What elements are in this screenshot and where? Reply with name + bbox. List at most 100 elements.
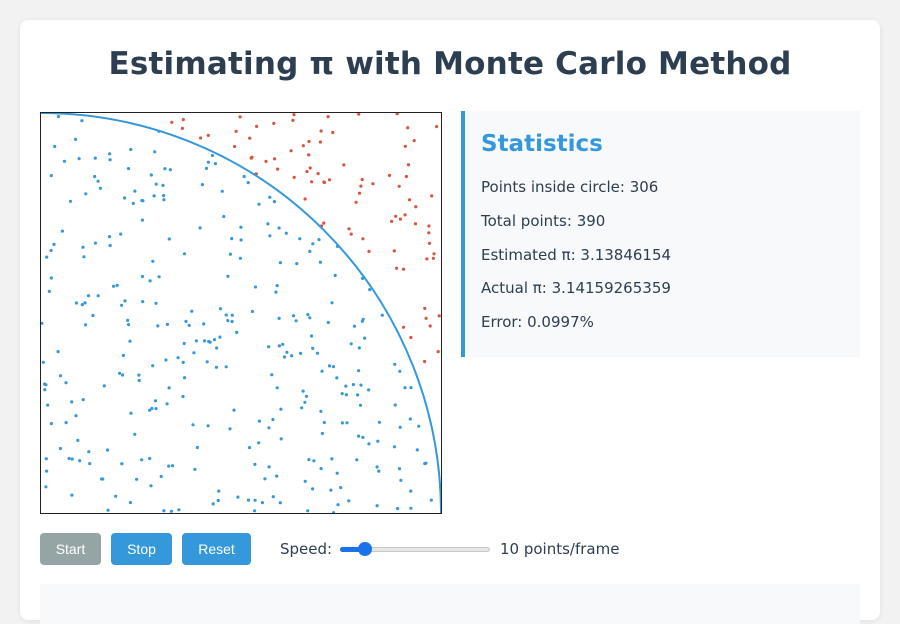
point-outside — [412, 139, 416, 143]
point-inside — [123, 299, 127, 303]
point-inside — [339, 486, 343, 490]
point-inside — [275, 474, 279, 478]
point-inside — [121, 373, 125, 377]
point-inside — [202, 322, 206, 326]
point-inside — [250, 309, 255, 314]
point-inside — [93, 174, 97, 179]
point-inside — [58, 446, 63, 451]
point-inside — [335, 471, 339, 475]
point-inside — [329, 488, 333, 492]
point-inside — [70, 493, 74, 497]
point-inside — [107, 235, 112, 239]
point-inside — [177, 508, 181, 512]
point-outside — [206, 133, 210, 137]
point-outside — [354, 200, 358, 204]
point-inside — [156, 324, 160, 328]
point-outside — [428, 324, 432, 328]
point-inside — [429, 498, 433, 502]
point-inside — [108, 158, 112, 162]
point-inside — [148, 408, 152, 412]
point-outside — [303, 197, 307, 201]
point-inside — [190, 309, 194, 313]
point-inside — [182, 341, 186, 346]
point-inside — [133, 189, 137, 193]
point-inside — [163, 167, 167, 171]
point-inside — [320, 369, 324, 373]
point-inside — [409, 489, 413, 493]
point-outside — [404, 174, 408, 179]
point-inside — [380, 313, 384, 317]
point-inside — [49, 174, 53, 178]
point-inside — [210, 153, 214, 158]
speed-slider[interactable] — [340, 541, 490, 557]
point-inside — [91, 313, 95, 318]
point-inside — [205, 360, 209, 364]
point-inside — [161, 183, 165, 187]
point-outside — [413, 222, 418, 226]
point-outside — [397, 184, 401, 188]
point-inside — [181, 360, 185, 364]
point-inside — [235, 330, 239, 334]
point-inside — [367, 388, 371, 392]
point-inside — [304, 394, 309, 398]
point-inside — [345, 421, 349, 425]
point-inside — [357, 434, 361, 438]
point-outside — [316, 172, 320, 176]
point-outside — [292, 113, 296, 117]
point-inside — [86, 294, 91, 298]
point-inside — [162, 509, 166, 513]
point-inside — [151, 259, 155, 263]
point-outside — [360, 177, 364, 182]
point-inside — [327, 364, 332, 368]
point-inside — [148, 456, 152, 461]
point-inside — [377, 420, 381, 424]
point-inside — [311, 242, 315, 246]
point-outside — [423, 359, 427, 364]
start-button[interactable]: Start — [40, 533, 101, 565]
point-inside — [226, 319, 230, 323]
point-inside — [213, 162, 217, 166]
speed-slider-thumb[interactable] — [357, 542, 372, 556]
point-outside — [276, 167, 280, 171]
stat-estimated-pi: Estimated π: 3.13846154 — [481, 246, 672, 264]
point-inside — [64, 421, 68, 425]
point-outside — [395, 266, 399, 270]
point-inside — [347, 499, 351, 503]
point-inside — [128, 339, 132, 343]
point-inside — [119, 232, 123, 236]
reset-button[interactable]: Reset — [182, 533, 251, 565]
point-inside — [260, 501, 264, 505]
point-inside — [257, 419, 261, 423]
point-inside — [263, 477, 267, 481]
point-inside — [56, 350, 60, 354]
point-inside — [340, 392, 344, 396]
point-inside — [67, 456, 71, 461]
point-inside — [76, 438, 80, 442]
point-inside — [74, 414, 78, 418]
point-outside — [432, 252, 436, 256]
point-outside — [342, 163, 346, 167]
point-inside — [271, 495, 275, 499]
point-outside — [424, 316, 428, 320]
point-inside — [417, 424, 421, 428]
point-inside — [198, 226, 202, 230]
point-inside — [375, 504, 379, 508]
point-outside — [331, 130, 335, 135]
point-inside — [308, 316, 312, 320]
point-inside — [47, 289, 51, 293]
point-inside — [120, 462, 124, 466]
point-inside — [344, 393, 348, 397]
point-inside — [270, 373, 274, 377]
point-inside — [77, 157, 81, 161]
main-card: Estimating π with Monte Carlo Method Sta… — [20, 20, 880, 624]
point-inside — [212, 338, 217, 342]
stop-button[interactable]: Stop — [111, 533, 172, 565]
point-inside — [332, 511, 336, 513]
point-inside — [361, 435, 365, 439]
point-inside — [193, 467, 197, 471]
point-inside — [216, 498, 220, 503]
point-inside — [247, 446, 252, 450]
point-inside — [154, 182, 158, 186]
point-inside — [162, 194, 166, 198]
point-outside — [435, 125, 439, 129]
